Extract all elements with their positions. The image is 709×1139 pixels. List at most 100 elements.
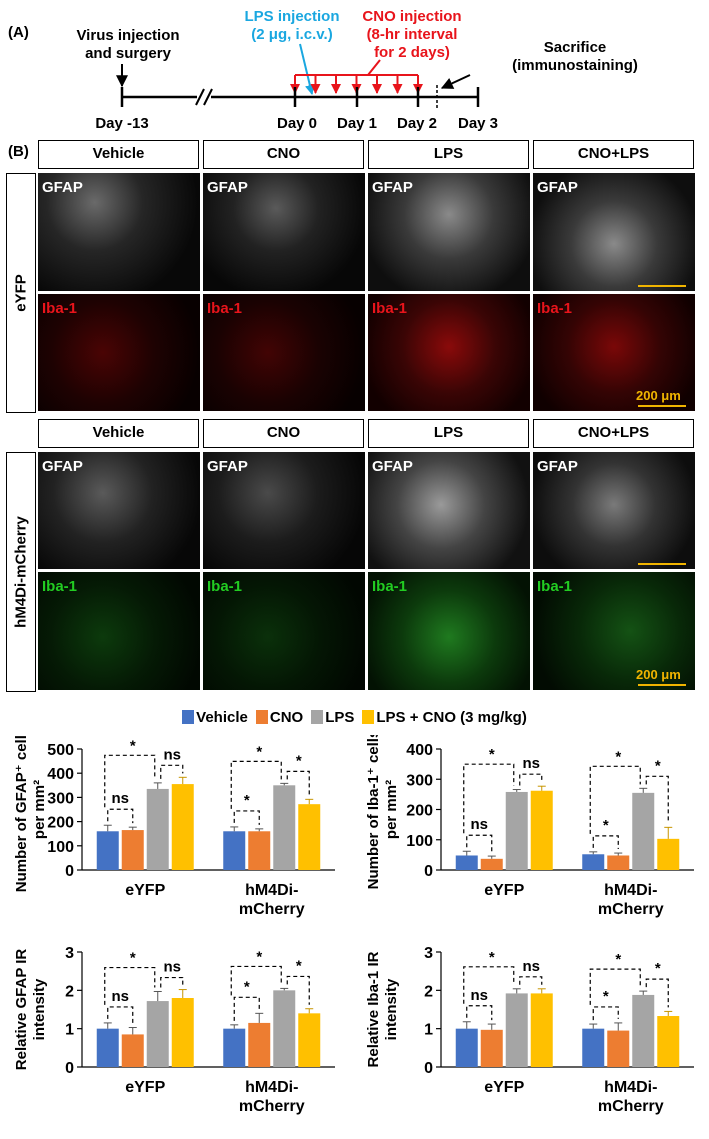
chart-gfap-intensity: 0 1 2 3 Relative GFAP IR intensity eYFP ns * ns hM… — [13, 945, 335, 1115]
micrograph-eyfp-gfap-lps: GFAP — [368, 173, 530, 291]
significance-label: * — [256, 948, 262, 965]
significance-label: * — [615, 951, 621, 968]
micrograph-hm4di-gfap-cno: GFAP — [203, 452, 365, 569]
micrograph-eyfp-gfap-cno-lps: GFAP — [533, 173, 695, 291]
bar-lps-0 — [505, 993, 528, 1067]
bar-vehicle-0 — [96, 1028, 119, 1067]
scale-bar-label: 200 μm — [636, 388, 681, 403]
micrograph-hm4di-gfap-cno-lps: GFAP — [533, 452, 695, 569]
legend-label-lps: LPS — [325, 708, 355, 726]
scale-bar-line — [638, 563, 686, 565]
stain-label-iba1: Iba-1 — [42, 578, 78, 595]
chart-iba1-intensity: 0 1 2 3 Relative Iba-1 IR intensity eYFP ns * ns h… — [365, 945, 694, 1115]
bar-lps-cno-3-mg-kg--1 — [657, 838, 680, 870]
day-label-3: Day 3 — [458, 115, 498, 132]
significance-label: * — [244, 792, 250, 809]
legend-swatch-vehicle — [182, 710, 195, 724]
significance-label: * — [256, 743, 262, 760]
significance-label: ns — [163, 746, 181, 763]
bar-cno-0 — [480, 1029, 503, 1067]
condition-header-vehicle: Vehicle — [38, 419, 199, 448]
chart-iba1-cell-count: 0 100 200 300 400 Number of Iba-1⁺ cells per m… — [365, 735, 694, 918]
significance-label: ns — [111, 790, 129, 807]
significance-bracket — [519, 773, 543, 786]
micrograph-hm4di-iba1-cno: Iba-1 — [203, 572, 365, 690]
bar-lps-cno-3-mg-kg--0 — [171, 998, 194, 1067]
significance-label: * — [603, 817, 609, 834]
stain-label-gfap: GFAP — [372, 458, 413, 475]
significance-label: ns — [522, 958, 540, 975]
significance-label: * — [130, 950, 136, 967]
micrograph-eyfp-iba1-cno: Iba-1 — [203, 294, 365, 411]
lps-label-1: LPS injection — [244, 8, 339, 25]
bar-lps-1 — [273, 785, 296, 870]
condition-header-cno-lps: CNO+LPS — [533, 419, 694, 448]
stain-label-iba1: Iba-1 — [537, 300, 573, 317]
stain-label-iba1: Iba-1 — [372, 578, 408, 595]
row-label-hm4di-text: hM4Di-mCherry — [12, 516, 30, 628]
significance-label: ns — [470, 816, 488, 833]
significance-label: ns — [522, 755, 540, 772]
category-label: eYFP — [125, 882, 165, 899]
significance-bracket — [230, 965, 282, 996]
y-tick-label: 0 — [65, 863, 74, 880]
bar-lps-0 — [505, 791, 528, 870]
bar-lps-1 — [632, 994, 655, 1067]
row-label-hm4di: hM4Di-mCherry — [6, 452, 36, 692]
bar-cno-1 — [607, 1030, 630, 1067]
y-axis-label-line-1: Relative Iba-1 IR — [365, 951, 382, 1067]
significance-label: ns — [111, 988, 129, 1005]
category-label: mCherry — [239, 1098, 305, 1115]
significance-bracket — [466, 1005, 493, 1021]
bar-cno-1 — [248, 831, 271, 870]
micrograph-hm4di-gfap-vehicle: GFAP — [38, 452, 200, 569]
legend-swatch-lps — [311, 710, 324, 724]
significance-bracket — [519, 976, 543, 985]
micrograph-eyfp-iba1-cno-lps: Iba-1 200 μm — [533, 294, 695, 411]
significance-label: * — [244, 978, 250, 995]
stain-label-gfap: GFAP — [207, 179, 248, 196]
sac-label-2: (immunostaining) — [512, 57, 638, 74]
legend-label-lps-cno: LPS + CNO (3 mg/kg) — [376, 708, 527, 726]
significance-bracket — [160, 764, 184, 779]
significance-bracket — [592, 835, 619, 850]
y-tick-label: 1 — [424, 1022, 433, 1039]
y-tick-label: 200 — [47, 815, 74, 832]
virus-label-2: and surgery — [85, 45, 172, 62]
significance-label: * — [489, 746, 495, 763]
condition-header-cno: CNO — [203, 419, 364, 448]
bar-lps-cno-3-mg-kg--0 — [530, 790, 553, 870]
significance-label: * — [655, 757, 661, 774]
significance-bracket — [286, 770, 310, 796]
y-tick-label: 0 — [65, 1060, 74, 1077]
y-tick-label: 0 — [424, 863, 433, 880]
significance-bracket — [592, 1006, 619, 1021]
stain-label-iba1: Iba-1 — [537, 578, 573, 595]
y-tick-label: 300 — [47, 790, 74, 807]
scale-bar-line — [638, 684, 686, 686]
category-label: hM4Di- — [604, 1079, 657, 1096]
y-axis-label-line-1: Relative GFAP IR — [13, 949, 30, 1071]
category-label: eYFP — [125, 1079, 165, 1096]
y-axis-label-line-2: per mm² — [31, 780, 48, 839]
y-tick-label: 3 — [424, 945, 433, 962]
significance-bracket — [104, 754, 156, 808]
micrograph-eyfp-gfap-cno: GFAP — [203, 173, 365, 291]
row-label-eyfp-text: eYFP — [12, 274, 30, 312]
condition-header-cno: CNO — [203, 140, 364, 169]
bar-cno-1 — [607, 855, 630, 870]
bar-vehicle-1 — [582, 1028, 605, 1067]
axis-break-mark-1 — [195, 88, 205, 106]
chart-legend: Vehicle CNO LPS LPS + CNO (3 mg/kg) — [0, 706, 709, 728]
y-tick-label: 200 — [406, 803, 433, 820]
condition-header-vehicle: Vehicle — [38, 140, 199, 169]
significance-bracket — [230, 760, 282, 809]
category-label: eYFP — [484, 1079, 524, 1096]
stain-label-gfap: GFAP — [537, 458, 578, 475]
bar-lps-0 — [146, 1001, 169, 1067]
panel-a-label: (A) — [8, 24, 29, 41]
day-label-2: Day 2 — [397, 115, 437, 132]
bar-cno-0 — [480, 858, 503, 870]
category-label: mCherry — [598, 1098, 664, 1115]
y-tick-label: 2 — [424, 983, 433, 1000]
